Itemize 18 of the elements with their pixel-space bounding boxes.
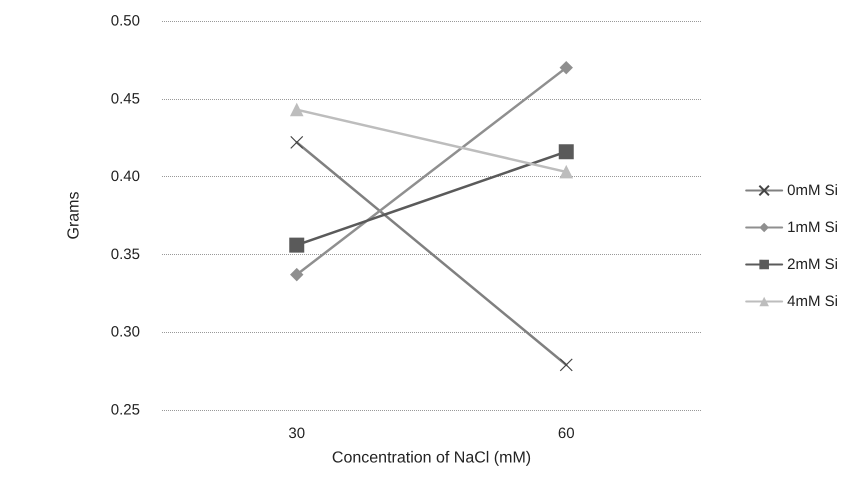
point bbox=[558, 144, 574, 160]
x-axis-title: Concentration of NaCl (mM) bbox=[332, 450, 532, 466]
point bbox=[290, 268, 304, 282]
legend-label: 4mM Si bbox=[787, 293, 838, 310]
y-tick-label: 0.40 bbox=[110, 168, 140, 186]
y-tick-label: 0.30 bbox=[110, 324, 140, 341]
y-tick-label: 0.25 bbox=[110, 402, 140, 418]
y-tick-label: 0.35 bbox=[110, 246, 140, 263]
y-tick-label: 0.45 bbox=[110, 90, 140, 108]
y-tick-label: 0.50 bbox=[110, 12, 140, 30]
legend-label: 2mM Si bbox=[787, 256, 838, 273]
y-axis-title: Grams bbox=[66, 192, 82, 240]
legend-label: 0mM Si bbox=[787, 182, 838, 199]
point bbox=[289, 238, 304, 253]
x-tick-label: 60 bbox=[558, 425, 575, 442]
x-tick-label: 30 bbox=[288, 425, 306, 442]
legend-label: 1mM Si bbox=[787, 219, 838, 236]
point bbox=[560, 61, 573, 74]
